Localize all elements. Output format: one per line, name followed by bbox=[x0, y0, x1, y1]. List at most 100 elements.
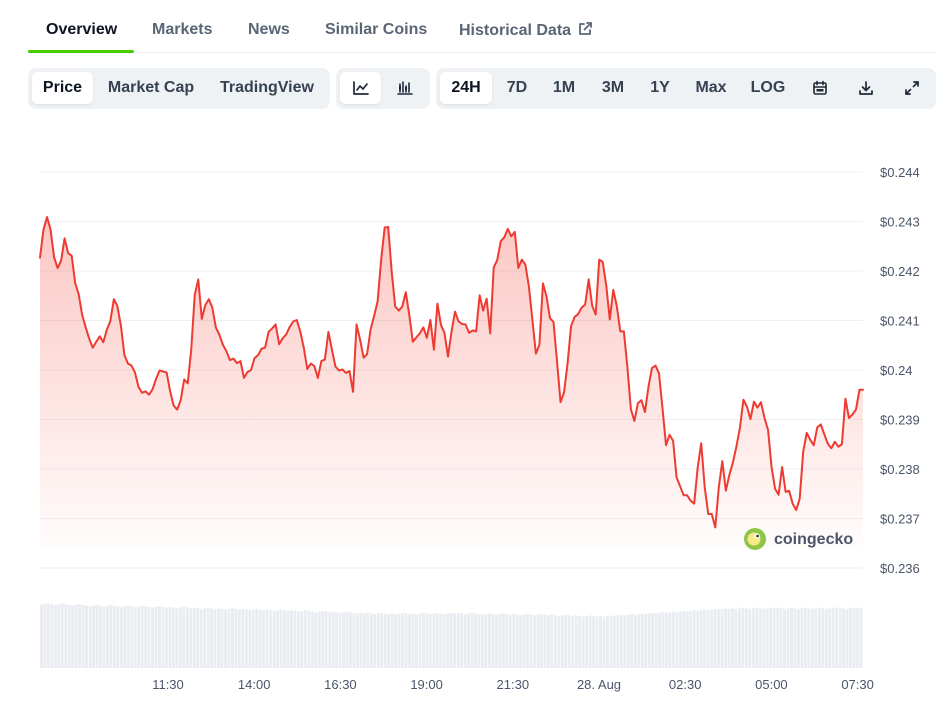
volume-bar bbox=[269, 610, 273, 668]
volume-bar bbox=[835, 608, 839, 668]
volume-bar bbox=[619, 614, 623, 668]
x-tick-label: 19:00 bbox=[410, 677, 443, 692]
volume-bar bbox=[741, 607, 745, 668]
volume-bar bbox=[720, 608, 724, 668]
volume-bar bbox=[366, 612, 370, 668]
tab-news[interactable]: News bbox=[248, 21, 290, 38]
volume-bar bbox=[550, 614, 554, 668]
volume-bar bbox=[672, 611, 675, 668]
volume-bar bbox=[321, 610, 325, 668]
tab-markets[interactable]: Markets bbox=[152, 21, 213, 38]
fullscreen-button[interactable] bbox=[892, 72, 932, 104]
volume-bar bbox=[57, 604, 61, 668]
tab-similar-coins[interactable]: Similar Coins bbox=[325, 21, 428, 38]
log-scale-button[interactable]: LOG bbox=[750, 79, 786, 96]
volume-bar bbox=[498, 614, 502, 668]
volume-bar bbox=[50, 604, 54, 668]
market-cap-button[interactable]: Market Cap bbox=[107, 79, 195, 96]
volume-bar bbox=[630, 614, 634, 668]
price-button[interactable]: Price bbox=[32, 72, 93, 104]
range-1y-button[interactable]: 1Y bbox=[650, 79, 670, 96]
volume-bar bbox=[574, 615, 578, 668]
calendar-button[interactable] bbox=[800, 72, 840, 104]
volume-bar bbox=[508, 614, 512, 668]
volume-bar bbox=[60, 603, 64, 668]
x-axis-labels: 11:30 14:00 16:30 19:00 21:30 28. Aug 02:30 05:… bbox=[152, 677, 874, 692]
volume-bar bbox=[564, 614, 568, 668]
volume-bar bbox=[185, 607, 189, 668]
volume-bar bbox=[626, 614, 630, 668]
volume-bar bbox=[515, 614, 519, 668]
volume-bar bbox=[196, 608, 200, 668]
volume-bar bbox=[703, 609, 707, 668]
range-7d-button[interactable]: 7D bbox=[506, 79, 528, 96]
volume-bar bbox=[199, 608, 203, 668]
volume-bar bbox=[758, 608, 762, 668]
volume-bar bbox=[800, 608, 804, 668]
volume-bar bbox=[553, 615, 557, 668]
coingecko-watermark: coingecko bbox=[744, 528, 853, 550]
volume-bar bbox=[168, 606, 172, 668]
volume-bar bbox=[522, 614, 526, 668]
volume-bar bbox=[64, 604, 68, 668]
volume-bar bbox=[296, 611, 300, 668]
volume-bar bbox=[491, 614, 495, 668]
volume-bar bbox=[529, 614, 533, 668]
volume-bar bbox=[585, 616, 589, 668]
volume-bar bbox=[210, 608, 214, 668]
volume-bar bbox=[797, 608, 800, 668]
volume-bar bbox=[540, 614, 543, 668]
volume-bar bbox=[189, 608, 193, 668]
line-chart-icon bbox=[352, 81, 369, 95]
volume-bar bbox=[206, 607, 210, 668]
volume-bar bbox=[303, 610, 307, 668]
volume-bar bbox=[43, 603, 47, 668]
volume-bar bbox=[421, 612, 425, 668]
volume-bar bbox=[147, 606, 151, 668]
tab-overview[interactable]: Overview bbox=[46, 21, 118, 38]
volume-bar bbox=[411, 613, 415, 668]
volume-bar bbox=[682, 610, 686, 668]
download-button[interactable] bbox=[846, 72, 886, 104]
y-tick-label: $0.239 bbox=[880, 413, 920, 428]
volume-bar bbox=[192, 607, 196, 668]
volume-bar bbox=[842, 608, 846, 668]
volume-bar bbox=[404, 613, 408, 668]
range-3m-button[interactable]: 3M bbox=[601, 79, 625, 96]
volume-bar bbox=[258, 609, 262, 668]
volume-bar bbox=[234, 608, 238, 668]
chart-toolbar: Price Market Cap TradingView 24H 7D 1M 3… bbox=[0, 68, 944, 109]
x-tick-label: 28. Aug bbox=[577, 677, 621, 692]
volume-bar bbox=[588, 615, 592, 668]
volume-bar bbox=[612, 616, 616, 668]
volume-bar bbox=[651, 612, 655, 668]
volume-bar bbox=[494, 614, 498, 668]
volume-bar bbox=[293, 610, 297, 668]
volume-bar bbox=[265, 609, 269, 668]
volume-bar bbox=[428, 614, 432, 668]
tradingview-button[interactable]: TradingView bbox=[220, 79, 314, 96]
line-chart-button[interactable] bbox=[340, 72, 381, 104]
range-24h-button[interactable]: 24H bbox=[440, 72, 492, 104]
volume-bar bbox=[78, 604, 82, 668]
volume-bar bbox=[446, 613, 450, 668]
tab-historical-data[interactable]: Historical Data bbox=[459, 21, 593, 40]
range-max-button[interactable]: Max bbox=[695, 79, 727, 96]
volume-bar bbox=[578, 616, 582, 668]
y-axis-labels: $0.244 $0.243 $0.242 $0.241 $0.24 $0.239 $0.23… bbox=[880, 165, 920, 576]
volume-bar bbox=[831, 607, 835, 668]
volume-bar bbox=[696, 610, 700, 668]
volume-bar bbox=[92, 605, 95, 668]
volume-bar bbox=[762, 608, 766, 668]
price-chart[interactable]: $0.244 $0.243 $0.242 $0.241 $0.24 $0.239 $0.23… bbox=[0, 110, 944, 706]
candlestick-button[interactable] bbox=[384, 72, 425, 104]
volume-bar bbox=[217, 608, 220, 668]
volume-bar bbox=[737, 608, 741, 668]
volume-bar bbox=[474, 613, 477, 668]
range-1m-button[interactable]: 1M bbox=[552, 79, 576, 96]
volume-bar bbox=[227, 608, 231, 668]
volume-bar bbox=[838, 607, 842, 668]
volume-bar bbox=[373, 614, 377, 668]
volume-bar bbox=[331, 611, 335, 668]
volume-bar bbox=[112, 605, 116, 668]
